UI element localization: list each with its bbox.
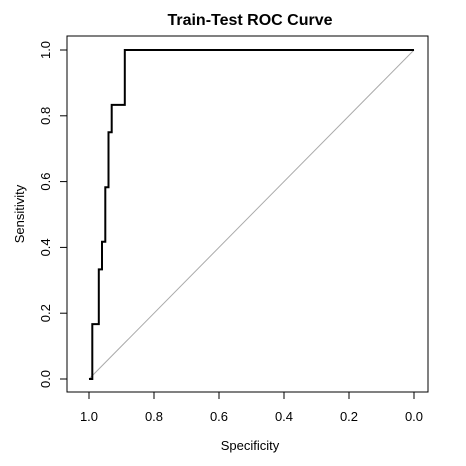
x-tick-label: 0.8 xyxy=(145,409,163,424)
reference-diagonal-layer xyxy=(88,49,415,380)
y-tick-label: 0.6 xyxy=(38,173,53,191)
y-tick-label: 0.0 xyxy=(38,370,53,388)
y-tick-label: 0.2 xyxy=(38,304,53,322)
y-axis-label: Sensitivity xyxy=(12,184,27,243)
x-tick-label: 0.0 xyxy=(405,409,423,424)
y-tick-label: 0.4 xyxy=(38,238,53,256)
x-tick-label: 0.4 xyxy=(275,409,293,424)
x-tick-label: 0.2 xyxy=(340,409,358,424)
y-tick-label: 1.0 xyxy=(38,41,53,59)
roc-curve-line xyxy=(89,49,414,380)
x-tick-label: 1.0 xyxy=(80,409,98,424)
series-layer xyxy=(89,49,414,380)
chart-title: Train-Test ROC Curve xyxy=(167,12,332,29)
x-axis: 1.0 0.8 0.6 0.4 0.2 0.0 xyxy=(80,391,423,424)
x-axis-label: Specificity xyxy=(221,438,280,453)
x-tick-label: 0.6 xyxy=(210,409,228,424)
y-axis: 0.0 0.2 0.4 0.6 0.8 1.0 xyxy=(38,41,68,388)
plot-frame xyxy=(66,35,429,393)
reference-diagonal-line xyxy=(88,49,415,380)
y-tick-label: 0.8 xyxy=(38,107,53,125)
